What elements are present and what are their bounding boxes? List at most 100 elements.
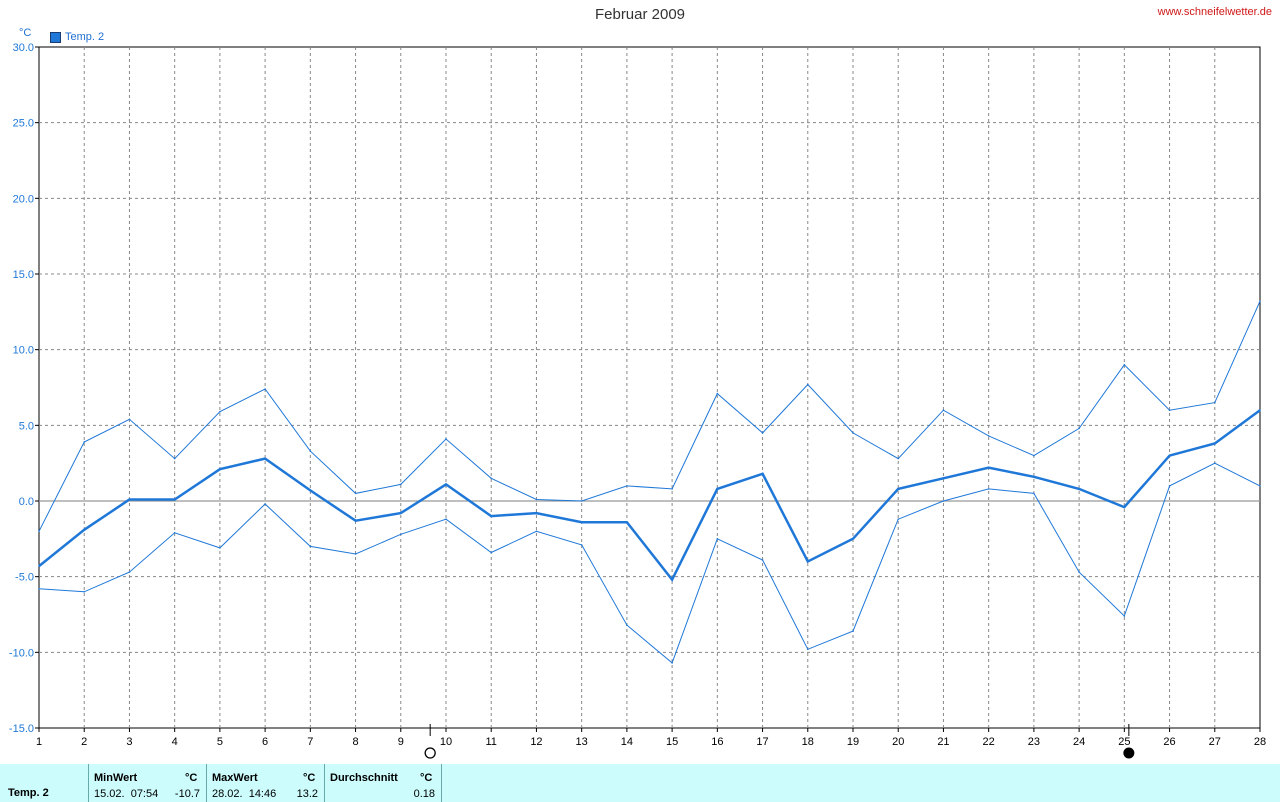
- avg-unit: °C: [420, 772, 433, 784]
- x-tick-label: 3: [126, 736, 132, 748]
- data-point-min: [626, 624, 628, 626]
- footer-divider: [88, 764, 89, 802]
- x-tick-label: 21: [937, 736, 949, 748]
- y-tick-label: -10.0: [9, 647, 34, 659]
- y-tick-label: 5.0: [19, 420, 34, 432]
- x-tick-label: 25: [1118, 736, 1130, 748]
- x-tick-label: 24: [1073, 736, 1085, 748]
- data-point-max: [1033, 454, 1035, 457]
- x-tick-label: 27: [1209, 736, 1221, 748]
- data-point-min: [399, 533, 402, 536]
- data-point-avg: [309, 489, 312, 492]
- data-point-min: [1033, 492, 1035, 495]
- data-point-max: [264, 388, 266, 390]
- data-point-max: [490, 477, 493, 480]
- data-point-avg: [1168, 454, 1171, 457]
- data-point-max: [1078, 427, 1080, 430]
- data-point-max: [716, 392, 719, 395]
- data-point-max: [1123, 364, 1126, 366]
- data-point-avg: [535, 512, 538, 514]
- footer-divider: [206, 764, 207, 802]
- y-axis-unit: °C: [19, 27, 32, 39]
- x-tick-label: 13: [576, 736, 588, 748]
- data-point-max: [761, 432, 764, 434]
- data-point-max: [219, 410, 221, 413]
- x-tick-label: 20: [892, 736, 904, 748]
- y-tick-label: 25.0: [13, 118, 34, 130]
- data-point-min: [897, 518, 900, 520]
- data-point-avg: [1033, 475, 1035, 478]
- data-point-avg: [219, 468, 221, 471]
- data-point-avg: [173, 498, 176, 501]
- y-tick-label: -15.0: [9, 723, 34, 735]
- data-point-min: [535, 530, 538, 533]
- data-point-min: [580, 544, 583, 546]
- x-tick-label: 26: [1163, 736, 1175, 748]
- data-point-min: [761, 559, 764, 561]
- x-tick-label: 12: [530, 736, 542, 748]
- x-tick-label: 10: [440, 736, 452, 748]
- statistics-footer: Temp. 2 MinWert °C 15.02. 07:54 -10.7 Ma…: [0, 764, 1280, 802]
- data-point-min: [490, 551, 493, 554]
- x-tick-label: 18: [802, 736, 814, 748]
- x-tick-label: 6: [262, 736, 268, 748]
- min-datetime: 15.02. 07:54: [94, 788, 159, 800]
- data-point-min: [264, 503, 266, 505]
- series-line-min: [38, 462, 1261, 664]
- data-point-min: [173, 531, 176, 534]
- data-point-max: [38, 530, 40, 533]
- data-point-max: [535, 498, 538, 501]
- x-tick-label: 19: [847, 736, 859, 748]
- site-link[interactable]: www.schneifelwetter.de: [1157, 6, 1272, 18]
- data-point-min: [219, 547, 221, 549]
- data-point-avg: [264, 457, 266, 460]
- data-point-max: [354, 492, 357, 495]
- y-tick-label: 10.0: [13, 345, 34, 357]
- data-point-avg: [806, 560, 809, 563]
- data-point-avg: [1123, 506, 1126, 508]
- x-tick-label: 1: [36, 736, 42, 748]
- data-point-max: [580, 500, 583, 502]
- y-tick-label: 0.0: [19, 496, 34, 508]
- series-line-max: [38, 300, 1261, 532]
- data-point-avg: [716, 488, 719, 490]
- max-value: 13.2: [296, 788, 318, 800]
- data-point-avg: [1259, 409, 1261, 412]
- data-point-min: [309, 545, 312, 548]
- max-unit: °C: [303, 772, 316, 784]
- y-tick-label: -5.0: [15, 572, 34, 584]
- data-point-min: [1213, 462, 1216, 464]
- x-tick-label: 28: [1254, 736, 1266, 748]
- temperature-chart: -15.0 -10.0 -5.0 0.0 5.0 10.0 15.0 20.0 25.0 30.0…: [9, 42, 1266, 759]
- footer-divider: [441, 764, 442, 802]
- data-point-avg: [1213, 442, 1216, 445]
- x-tick-label: 17: [756, 736, 768, 748]
- data-point-max: [806, 383, 809, 386]
- min-header: MinWert: [94, 772, 138, 784]
- y-tick-label: 15.0: [13, 269, 34, 281]
- data-point-min: [716, 538, 719, 540]
- data-point-avg: [761, 472, 764, 475]
- avg-header: Durchschnitt: [330, 772, 398, 784]
- footer-divider: [324, 764, 325, 802]
- y-tick-label: 30.0: [13, 42, 34, 54]
- data-point-avg: [83, 528, 86, 531]
- data-point-avg: [128, 498, 131, 501]
- data-point-max: [445, 438, 447, 440]
- data-point-avg: [626, 521, 628, 523]
- x-tick-label: 14: [621, 736, 633, 748]
- data-point-min: [1259, 485, 1261, 487]
- x-tick-label: 23: [1028, 736, 1040, 748]
- x-tick-label: 2: [81, 736, 87, 748]
- data-point-min: [987, 488, 990, 490]
- data-point-max: [309, 450, 312, 452]
- data-point-min: [852, 630, 854, 632]
- data-point-min: [38, 587, 40, 590]
- x-tick-label: 22: [983, 736, 995, 748]
- x-tick-label: 16: [711, 736, 723, 748]
- full-moon-icon: [424, 747, 436, 759]
- data-point-avg: [445, 483, 447, 486]
- min-unit: °C: [185, 772, 198, 784]
- data-point-max: [83, 441, 86, 443]
- data-point-avg: [987, 466, 990, 469]
